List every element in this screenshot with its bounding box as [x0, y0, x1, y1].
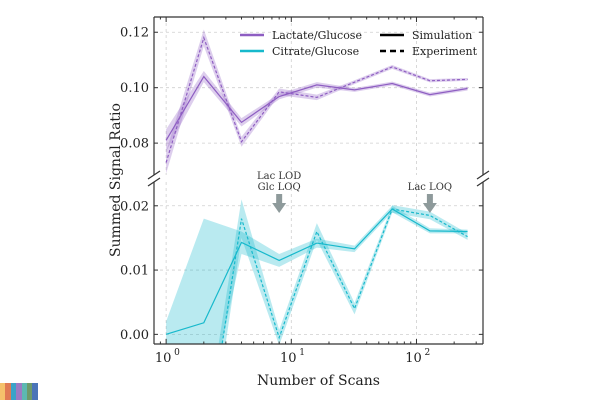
color-strip — [0, 383, 38, 400]
panel-lower: 0.00 0.01 0.02 — [120, 182, 484, 345]
y-tick-label: 0.08 — [120, 137, 149, 152]
panel-upper: 0.08 0.10 0.12 — [120, 16, 484, 175]
legend: Lactate/Glucose Citrate/Glucose Simulation… — [240, 29, 478, 58]
color-swatch — [16, 383, 22, 400]
legend-label: Citrate/Glucose — [272, 45, 359, 58]
series-line-simulation — [165, 75, 468, 141]
series-group — [165, 29, 468, 174]
annotation-text: Lac LOQ — [408, 182, 452, 193]
y-tick-label: 0.10 — [120, 81, 149, 96]
axis-break-mark — [476, 170, 490, 180]
uncertainty-band — [218, 199, 468, 344]
x-tick-exponent: 2 — [424, 348, 430, 358]
color-swatch — [5, 383, 11, 400]
x-tick-label: 10 — [280, 351, 297, 366]
annotation: Lac LOQ — [408, 182, 452, 213]
y-tick-label: 0.02 — [120, 199, 149, 214]
y-axis-label: Summed Signal Ratio — [108, 103, 124, 257]
color-swatch — [32, 383, 38, 400]
axis-break-mark — [147, 170, 161, 180]
color-swatch — [10, 383, 17, 400]
x-tick-label: 10 — [155, 351, 172, 366]
x-tick-label: 10 — [405, 351, 422, 366]
x-tick-exponent: 0 — [174, 348, 180, 358]
uncertainty-band — [166, 205, 468, 344]
legend-label: Experiment — [412, 45, 478, 58]
series-line-experiment — [165, 35, 468, 163]
arrow-down-icon — [272, 194, 287, 213]
arrow-down-icon — [422, 194, 437, 213]
x-axis-label: Number of Scans — [257, 373, 380, 389]
legend-label: Lactate/Glucose — [272, 29, 362, 42]
color-swatch — [21, 383, 27, 400]
uncertainty-band — [166, 29, 468, 174]
series-line-simulation — [165, 208, 468, 335]
uncertainty-band — [166, 71, 468, 152]
annotation-text: Lac LOD — [257, 171, 301, 182]
color-swatch — [26, 383, 33, 400]
y-tick-label: 0.00 — [120, 328, 149, 343]
legend-label: Simulation — [412, 29, 472, 42]
series-line-experiment — [221, 208, 468, 344]
annotation-text: Glc LOQ — [258, 182, 301, 193]
series-group — [165, 199, 468, 344]
y-tick-label: 0.01 — [120, 264, 149, 279]
axis-break-mark — [147, 177, 161, 187]
x-tick-exponent: 1 — [299, 348, 305, 358]
color-swatch — [0, 383, 6, 400]
axis-break-mark — [476, 177, 490, 187]
y-tick-label: 0.12 — [120, 26, 149, 41]
